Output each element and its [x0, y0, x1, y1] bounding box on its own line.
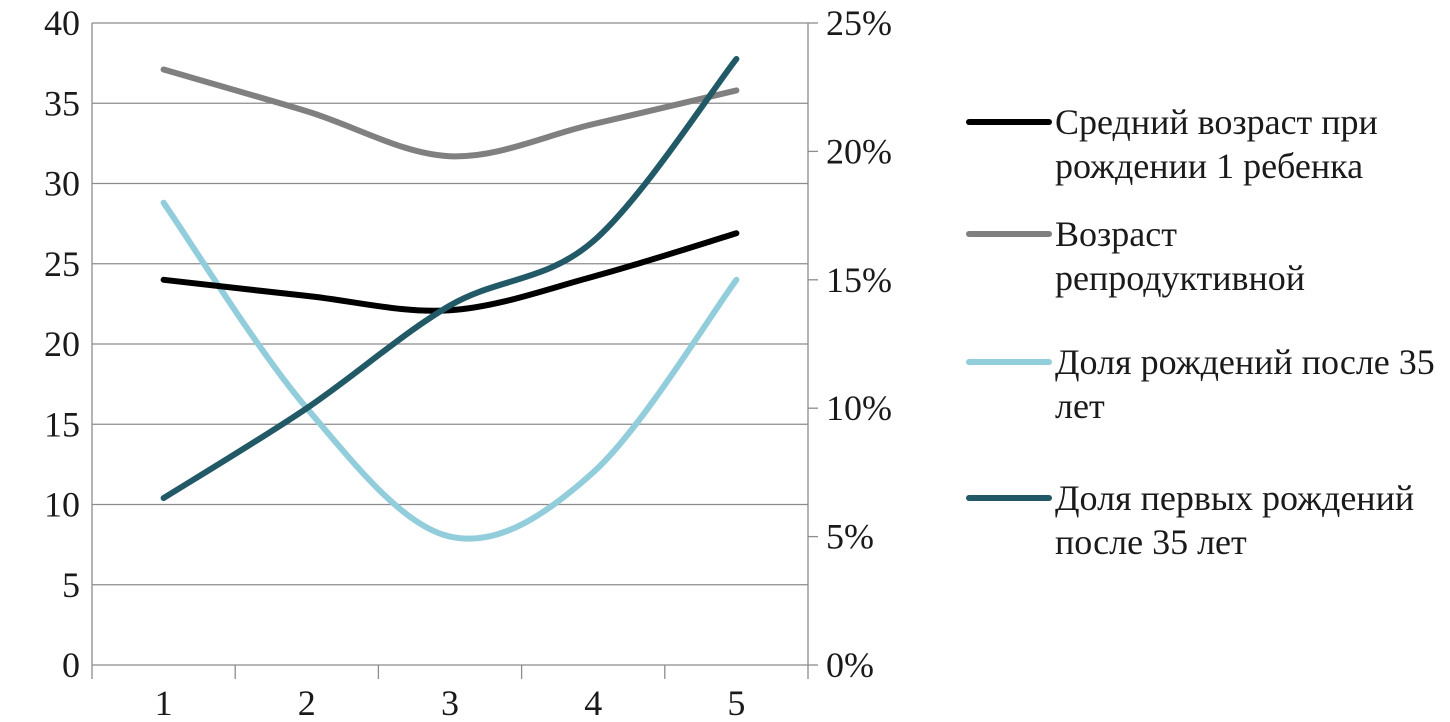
- legend-item-reproductive-age: Возраст репродуктивной: [960, 212, 1450, 340]
- y-left-tick-label: 10: [44, 485, 80, 525]
- legend-label: Доля первых рождений после 35 лет: [1055, 478, 1415, 562]
- y-right-tick-label: 10%: [826, 388, 892, 428]
- x-tick-label: 3: [441, 683, 459, 722]
- y-left-tick-label: 35: [44, 83, 80, 123]
- axes: [91, 22, 818, 679]
- y-right-tick-label: 15%: [826, 260, 892, 300]
- series-lines: [160, 55, 740, 542]
- x-tick-label: 5: [727, 683, 745, 722]
- series-line-share-births-after-35: [160, 199, 740, 542]
- legend-swatch-light-blue: [966, 359, 1052, 365]
- legend-item-avg-age-first-birth: Средний возраст при рождении 1 ребенка: [960, 100, 1450, 212]
- y-left-tick-label: 40: [44, 3, 80, 43]
- legend-item-share-first-births-after-35: Доля первых рождений после 35 лет: [960, 476, 1450, 616]
- y-left-tick-label: 5: [62, 565, 80, 605]
- gridlines: [92, 22, 808, 586]
- y-left-tick-label: 30: [44, 164, 80, 204]
- legend-label: Средний возраст при рождении 1 ребенка: [1055, 102, 1378, 186]
- legend-swatch-dark-teal: [966, 495, 1052, 501]
- y-right-tick-label: 5%: [826, 517, 874, 557]
- y-right-tick-label: 25%: [826, 3, 892, 43]
- series-line-share-first-births-after-35: [160, 55, 740, 502]
- y-left-tick-label: 25: [44, 244, 80, 284]
- y-right-tick-label: 0%: [826, 645, 874, 685]
- tick-labels: 0 5 10 15 20 25 30 35 40 0% 5% 10% 15% 20% 25% 1 2 3 4 5: [44, 3, 892, 722]
- x-tick-label: 4: [584, 683, 602, 722]
- legend-label: Доля рождений после 35 лет: [1055, 342, 1435, 426]
- legend-item-share-births-after-35: Доля рождений после 35 лет: [960, 340, 1450, 476]
- legend-label: Возраст репродуктивной: [1055, 214, 1306, 298]
- legend-swatch-gray: [966, 231, 1052, 237]
- legend: Средний возраст при рождении 1 ребенка В…: [960, 100, 1450, 616]
- y-left-tick-label: 15: [44, 404, 80, 444]
- x-tick-label: 2: [298, 683, 316, 722]
- series-line-avg-age-first-birth: [160, 230, 740, 314]
- y-left-tick-label: 0: [62, 645, 80, 685]
- series-line-reproductive-age: [160, 66, 740, 160]
- y-right-tick-label: 20%: [826, 131, 892, 171]
- x-tick-label: 1: [155, 683, 173, 722]
- legend-swatch-black: [966, 119, 1052, 125]
- y-left-tick-label: 20: [44, 324, 80, 364]
